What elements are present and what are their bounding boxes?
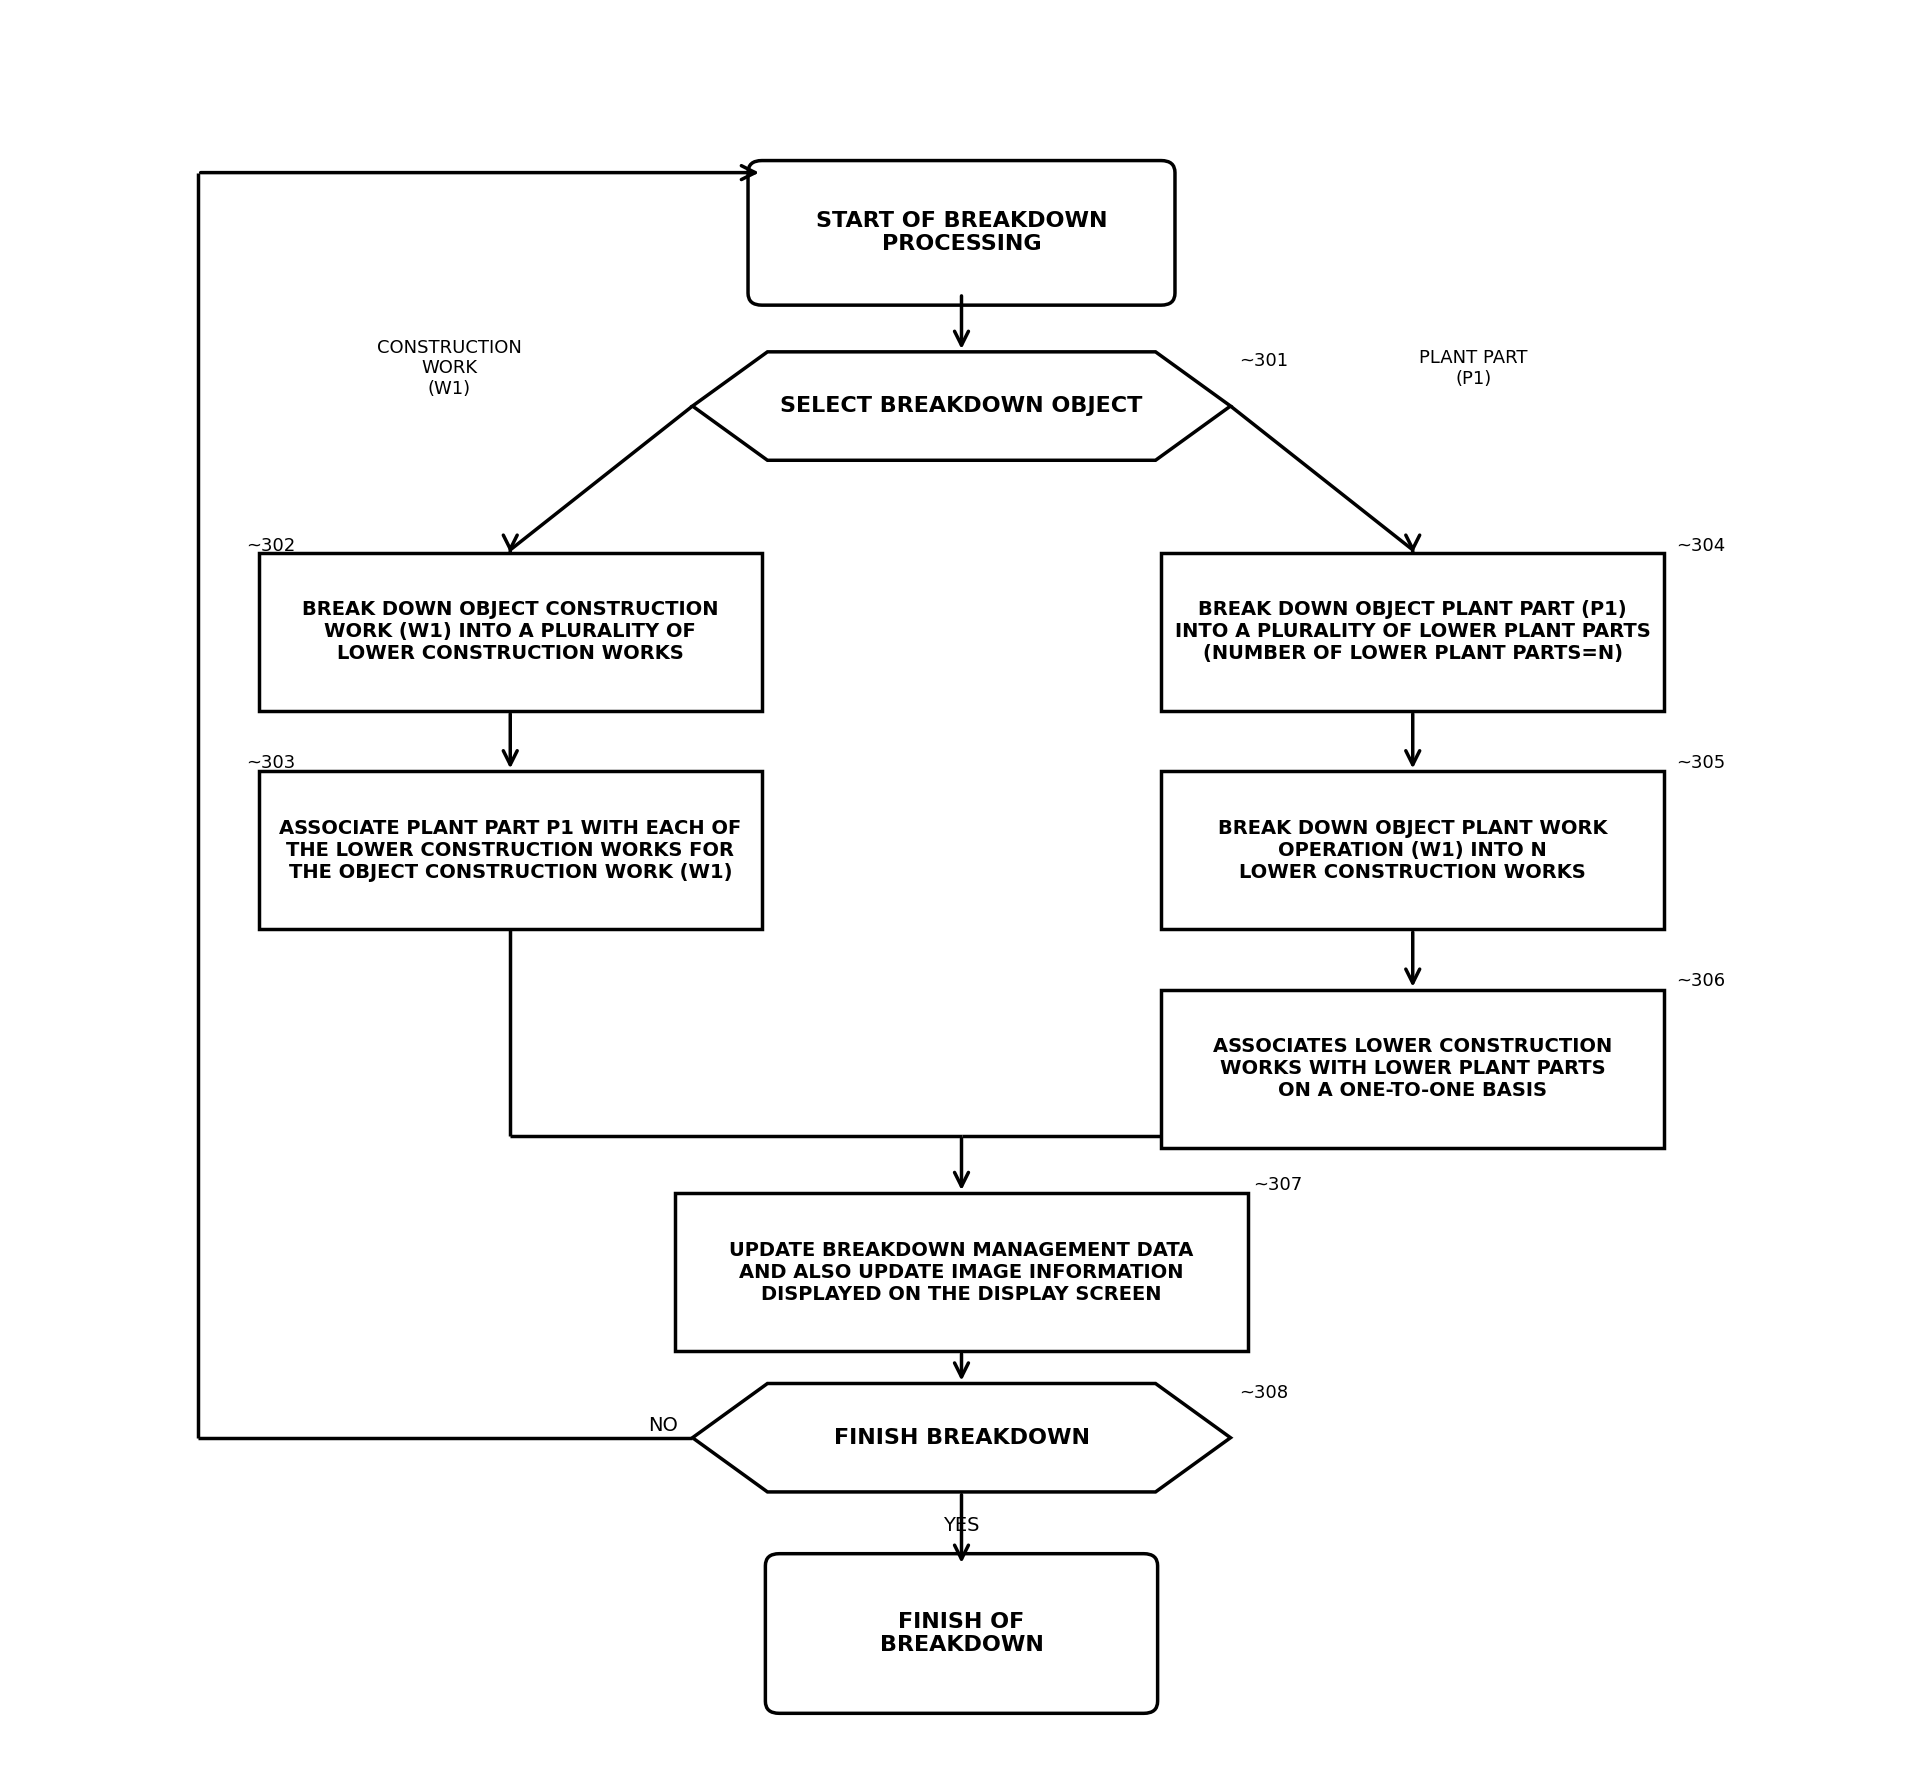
- Bar: [1161, 552, 1665, 710]
- Text: ~306: ~306: [1677, 973, 1725, 991]
- Bar: [258, 771, 762, 929]
- Bar: [1161, 771, 1665, 929]
- Text: CONSTRUCTION
WORK
(W1): CONSTRUCTION WORK (W1): [377, 339, 521, 398]
- Text: ~303: ~303: [246, 755, 296, 773]
- Text: BREAK DOWN OBJECT PLANT WORK
OPERATION (W1) INTO N
LOWER CONSTRUCTION WORKS: BREAK DOWN OBJECT PLANT WORK OPERATION (…: [1217, 819, 1608, 883]
- Polygon shape: [692, 352, 1231, 460]
- Text: ASSOCIATES LOWER CONSTRUCTION
WORKS WITH LOWER PLANT PARTS
ON A ONE-TO-ONE BASIS: ASSOCIATES LOWER CONSTRUCTION WORKS WITH…: [1213, 1037, 1611, 1099]
- Text: ~308: ~308: [1238, 1384, 1288, 1401]
- FancyBboxPatch shape: [765, 1554, 1158, 1714]
- Text: PLANT PART
(P1): PLANT PART (P1): [1419, 350, 1527, 387]
- Text: FINISH BREAKDOWN: FINISH BREAKDOWN: [833, 1428, 1090, 1447]
- Text: ASSOCIATE PLANT PART P1 WITH EACH OF
THE LOWER CONSTRUCTION WORKS FOR
THE OBJECT: ASSOCIATE PLANT PART P1 WITH EACH OF THE…: [279, 819, 742, 883]
- Text: ~301: ~301: [1238, 352, 1288, 369]
- Text: BREAK DOWN OBJECT PLANT PART (P1)
INTO A PLURALITY OF LOWER PLANT PARTS
(NUMBER : BREAK DOWN OBJECT PLANT PART (P1) INTO A…: [1175, 600, 1650, 664]
- Text: BREAK DOWN OBJECT CONSTRUCTION
WORK (W1) INTO A PLURALITY OF
LOWER CONSTRUCTION : BREAK DOWN OBJECT CONSTRUCTION WORK (W1)…: [302, 600, 719, 664]
- FancyBboxPatch shape: [748, 160, 1175, 305]
- Bar: [1161, 989, 1665, 1147]
- Text: YES: YES: [944, 1515, 979, 1534]
- Text: SELECT BREAKDOWN OBJECT: SELECT BREAKDOWN OBJECT: [781, 396, 1142, 416]
- Text: UPDATE BREAKDOWN MANAGEMENT DATA
AND ALSO UPDATE IMAGE INFORMATION
DISPLAYED ON : UPDATE BREAKDOWN MANAGEMENT DATA AND ALS…: [729, 1241, 1194, 1304]
- Text: ~304: ~304: [1677, 536, 1725, 556]
- Text: ~302: ~302: [246, 536, 296, 556]
- Polygon shape: [692, 1384, 1231, 1492]
- Bar: [675, 1193, 1248, 1352]
- Text: ~305: ~305: [1677, 755, 1725, 773]
- Text: FINISH OF
BREAKDOWN: FINISH OF BREAKDOWN: [879, 1613, 1044, 1655]
- Text: NO: NO: [648, 1415, 679, 1435]
- Bar: [258, 552, 762, 710]
- Text: START OF BREAKDOWN
PROCESSING: START OF BREAKDOWN PROCESSING: [815, 211, 1108, 254]
- Text: ~307: ~307: [1254, 1176, 1302, 1193]
